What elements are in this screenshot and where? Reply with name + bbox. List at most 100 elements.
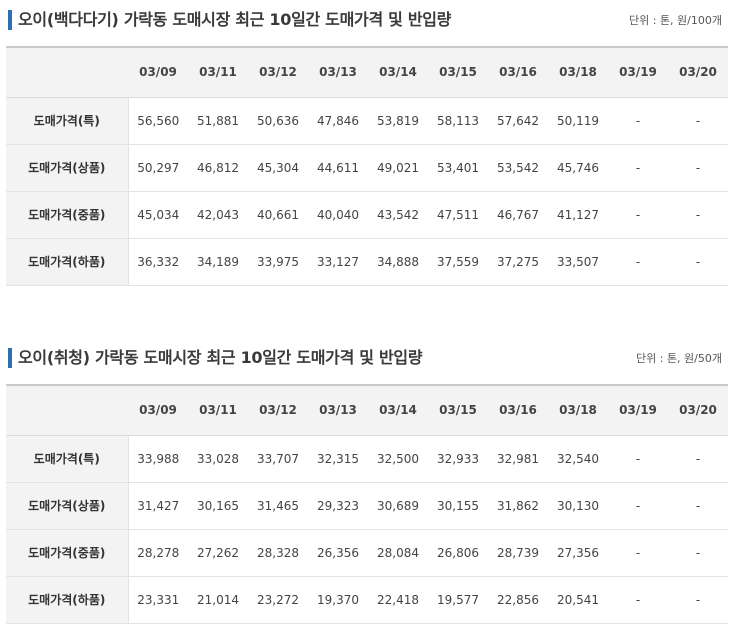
date-header: 03/19	[608, 384, 668, 436]
price-cell: 22,418	[368, 576, 428, 624]
row-label: 도매가격(특)	[6, 97, 129, 145]
price-cell: 58,113	[428, 97, 488, 145]
date-header: 03/12	[248, 384, 308, 436]
price-cell: 37,275	[488, 238, 548, 286]
price-cell: -	[608, 576, 668, 624]
row-label: 도매가격(상품)	[6, 482, 129, 530]
price-cell: 32,933	[428, 435, 488, 483]
date-header: 03/20	[668, 46, 728, 98]
price-cell: 40,040	[308, 191, 368, 239]
price-cell: 19,370	[308, 576, 368, 624]
price-cell: 33,988	[128, 435, 188, 483]
price-cell: 36,332	[128, 238, 188, 286]
date-header: 03/15	[428, 46, 488, 98]
table-row: 도매가격(중품) 28,278 27,262 28,328 26,356 28,084 26…	[6, 529, 728, 577]
section-title: 오이(백다다기) 가락동 도매시장 최근 10일간 도매가격 및 반입량	[18, 10, 452, 29]
section-header: 오이(취청) 가락동 도매시장 최근 10일간 도매가격 및 반입량 단위 : …	[6, 338, 728, 376]
section-title: 오이(취청) 가락동 도매시장 최근 10일간 도매가격 및 반입량	[18, 348, 423, 367]
price-cell: 32,981	[488, 435, 548, 483]
price-cell: 22,856	[488, 576, 548, 624]
row-label: 도매가격(하품)	[6, 576, 129, 624]
date-header: 03/20	[668, 384, 728, 436]
price-cell: 33,707	[248, 435, 308, 483]
price-cell: 33,975	[248, 238, 308, 286]
price-cell: 53,542	[488, 144, 548, 192]
price-cell: 26,356	[308, 529, 368, 577]
date-header: 03/13	[308, 384, 368, 436]
header-row: 03/09 03/11 03/12 03/13 03/14 03/15 03/16 03/18…	[6, 46, 728, 98]
price-cell: 37,559	[428, 238, 488, 286]
price-cell: -	[608, 144, 668, 192]
price-cell: 26,806	[428, 529, 488, 577]
date-header: 03/16	[488, 384, 548, 436]
table-row: 도매가격(중품) 45,034 42,043 40,661 40,040 43,542 47…	[6, 191, 728, 239]
price-cell: 20,541	[548, 576, 608, 624]
date-header: 03/18	[548, 46, 608, 98]
section-header: 오이(백다다기) 가락동 도매시장 최근 10일간 도매가격 및 반입량 단위 …	[6, 0, 728, 38]
table-row: 도매가격(하품) 23,331 21,014 23,272 19,370 22,418 19…	[6, 576, 728, 624]
price-cell: 56,560	[128, 97, 188, 145]
table-row: 도매가격(특) 56,560 51,881 50,636 47,846 53,819 58,…	[6, 97, 728, 145]
row-label: 도매가격(특)	[6, 435, 129, 483]
title-accent-bar	[8, 10, 12, 30]
price-cell: 31,427	[128, 482, 188, 530]
date-header: 03/14	[368, 46, 428, 98]
price-cell: -	[668, 435, 728, 483]
price-cell: 53,819	[368, 97, 428, 145]
price-cell: -	[608, 191, 668, 239]
date-header: 03/14	[368, 384, 428, 436]
unit-label: 단위 : 톤, 원/50개	[636, 352, 722, 365]
price-cell: 42,043	[188, 191, 248, 239]
price-cell: 33,127	[308, 238, 368, 286]
price-cell: 45,746	[548, 144, 608, 192]
price-cell: 28,739	[488, 529, 548, 577]
table-row: 도매가격(하품) 36,332 34,189 33,975 33,127 34,888 37…	[6, 238, 728, 286]
date-header: 03/11	[188, 384, 248, 436]
price-cell: 19,577	[428, 576, 488, 624]
price-cell: 57,642	[488, 97, 548, 145]
price-cell: 41,127	[548, 191, 608, 239]
price-cell: -	[608, 482, 668, 530]
price-cell: 30,165	[188, 482, 248, 530]
header-corner-cell	[6, 384, 128, 436]
price-cell: 33,507	[548, 238, 608, 286]
price-cell: 45,304	[248, 144, 308, 192]
date-header: 03/12	[248, 46, 308, 98]
price-cell: 50,297	[128, 144, 188, 192]
date-header: 03/16	[488, 46, 548, 98]
price-cell: 46,812	[188, 144, 248, 192]
price-cell: 34,189	[188, 238, 248, 286]
row-label: 도매가격(하품)	[6, 238, 129, 286]
price-cell: 47,846	[308, 97, 368, 145]
price-cell: 44,611	[308, 144, 368, 192]
date-header: 03/15	[428, 384, 488, 436]
price-cell: -	[668, 482, 728, 530]
price-cell: 34,888	[368, 238, 428, 286]
price-cell: 30,689	[368, 482, 428, 530]
price-cell: -	[608, 435, 668, 483]
price-cell: 53,401	[428, 144, 488, 192]
price-cell: 30,130	[548, 482, 608, 530]
price-cell: 23,272	[248, 576, 308, 624]
date-header: 03/19	[608, 46, 668, 98]
price-cell: -	[668, 144, 728, 192]
price-cell: 32,500	[368, 435, 428, 483]
row-label: 도매가격(중품)	[6, 191, 129, 239]
price-cell: 40,661	[248, 191, 308, 239]
price-cell: 31,862	[488, 482, 548, 530]
title-accent-bar	[8, 348, 12, 368]
price-section-chwicheong: 오이(취청) 가락동 도매시장 최근 10일간 도매가격 및 반입량 단위 : …	[6, 338, 728, 624]
price-cell: 46,767	[488, 191, 548, 239]
price-cell: -	[668, 191, 728, 239]
price-table: 03/09 03/11 03/12 03/13 03/14 03/15 03/16 03/18…	[6, 384, 728, 624]
price-cell: 27,262	[188, 529, 248, 577]
price-cell: -	[668, 576, 728, 624]
row-label: 도매가격(상품)	[6, 144, 129, 192]
row-label: 도매가격(중품)	[6, 529, 129, 577]
price-cell: 31,465	[248, 482, 308, 530]
date-header: 03/13	[308, 46, 368, 98]
price-cell: 50,119	[548, 97, 608, 145]
price-cell: -	[668, 529, 728, 577]
price-cell: -	[608, 529, 668, 577]
price-cell: 32,540	[548, 435, 608, 483]
